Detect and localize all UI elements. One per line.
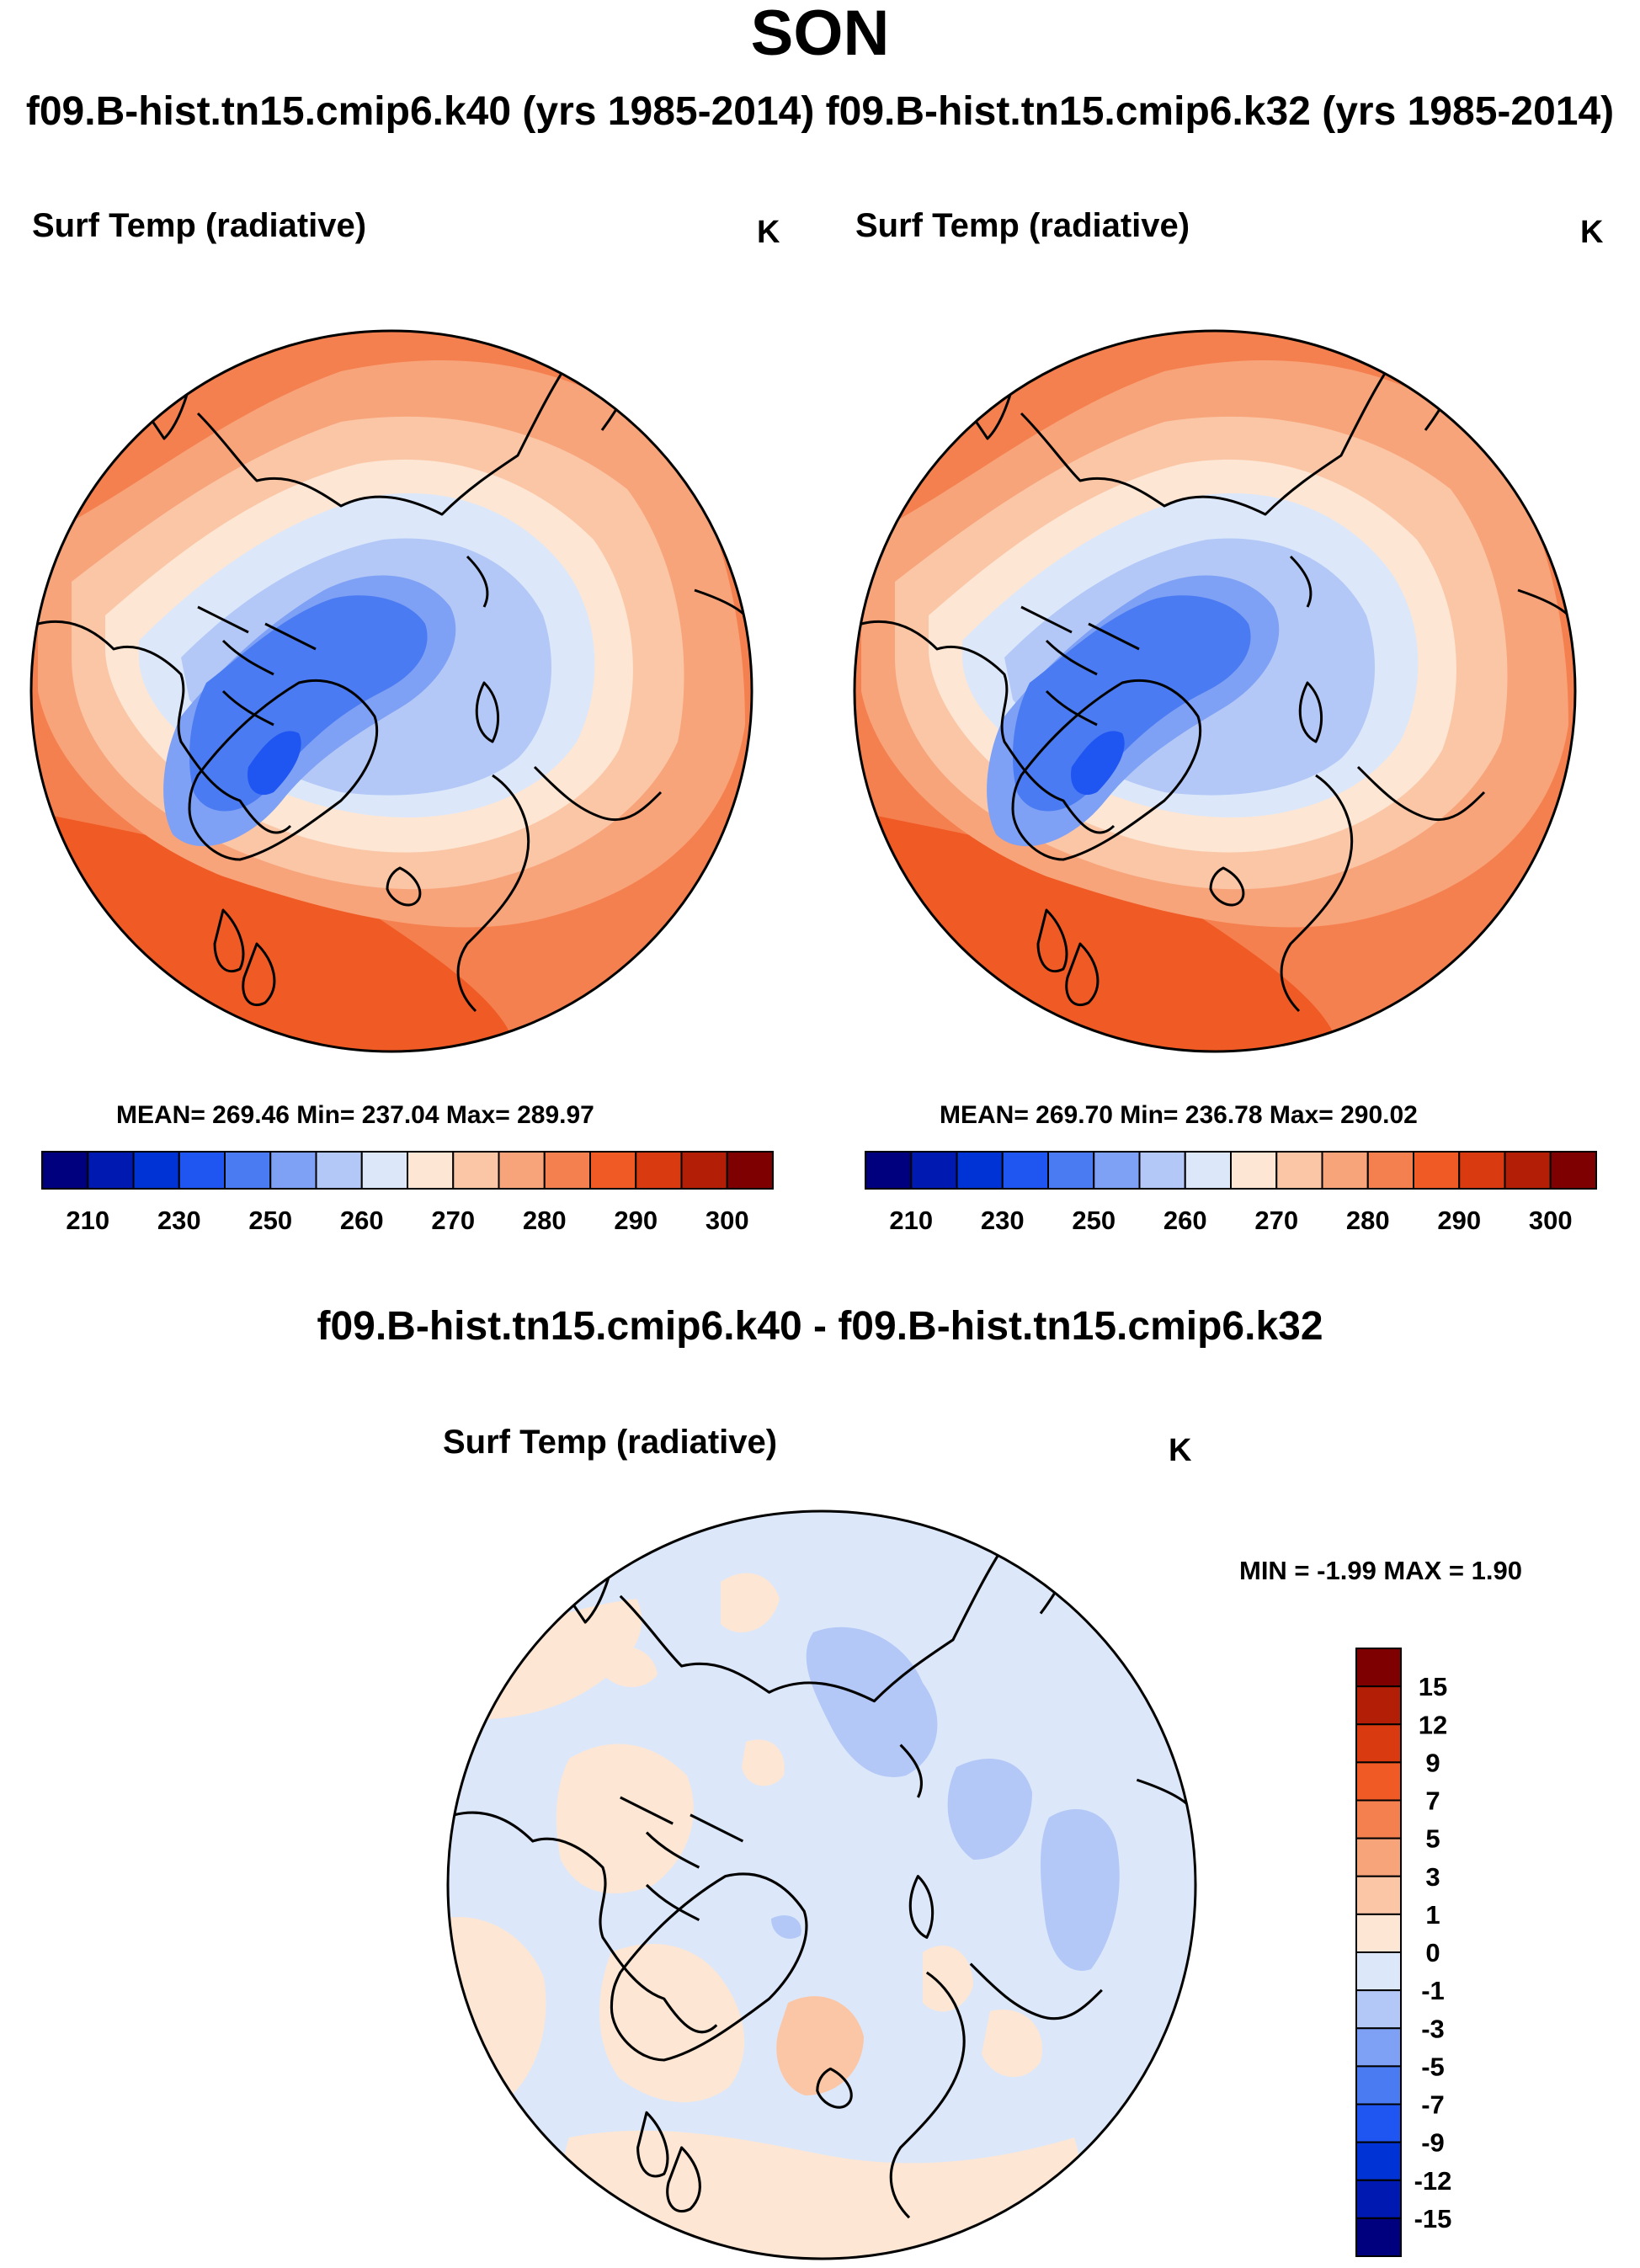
colorbar2-swatch (1549, 1151, 1597, 1190)
panel1-unit: K (757, 215, 780, 250)
colorbar3-swatch (1355, 1913, 1402, 1953)
colorbar3-tick-label: 5 (1425, 1824, 1440, 1854)
colorbar1-swatch (726, 1151, 774, 1190)
colorbar1-swatch (360, 1151, 408, 1190)
diff-map-title: Surf Temp (radiative) (443, 1424, 778, 1461)
colorbar2-tick-label: 300 (1529, 1206, 1573, 1235)
colorbar1-swatch (498, 1151, 546, 1190)
colorbar3-tick-label: -12 (1414, 2166, 1452, 2196)
map-panel-difference (446, 1509, 1197, 2260)
colorbar3-swatch (1355, 1761, 1402, 1802)
colorbar3-swatch (1355, 2065, 1402, 2106)
diff-unit: K (1169, 1433, 1192, 1468)
colorbar3-swatch (1355, 1837, 1402, 1877)
colorbar3-swatch (1355, 1875, 1402, 1915)
colorbar3-tick-label: -7 (1421, 2090, 1445, 2120)
colorbar2-swatch (956, 1151, 1004, 1190)
colorbar3-tick-label: 0 (1425, 1938, 1440, 1967)
colorbar2-swatch (1001, 1151, 1049, 1190)
colorbar2-swatch (1366, 1151, 1414, 1190)
colorbar3-swatch (1355, 1723, 1402, 1764)
colorbar1-swatch (589, 1151, 637, 1190)
diff-minmax: MIN = -1.99 MAX = 1.90 (1239, 1556, 1522, 1585)
colorbar3-tick-label: 15 (1419, 1672, 1447, 1701)
colorbar-panel-2: 210 230 250 260 270 280 290 300 (865, 1151, 1597, 1235)
colorbar2-tick-label: 260 (1163, 1206, 1207, 1235)
colorbar1-tick-label: 210 (66, 1206, 109, 1235)
colorbar-difference: 15 12 9 7 5 3 1 0 -1 -3 -5 -7 -9 -12 -15 (1355, 1648, 1452, 2257)
colorbar3-swatch (1355, 2027, 1402, 2068)
colorbar1-tick-label: 290 (614, 1206, 658, 1235)
colorbar2-swatch (1138, 1151, 1186, 1190)
colorbar3-tick-label: 1 (1425, 1900, 1440, 1930)
colorbar2-swatch (1093, 1151, 1141, 1190)
colorbar2-swatch (1184, 1151, 1232, 1190)
figure-subtitle: f09.B-hist.tn15.cmip6.k40 (yrs 1985-2014… (25, 89, 1615, 134)
colorbar3-tick-label: 9 (1425, 1748, 1440, 1777)
colorbar2-tick-label: 210 (889, 1206, 933, 1235)
colorbar1-swatch (407, 1151, 455, 1190)
colorbar1-tick-label: 230 (157, 1206, 201, 1235)
colorbar3-swatch (1355, 2141, 1402, 2181)
colorbar3-swatch (1355, 1685, 1402, 1726)
colorbar2-swatch (1321, 1151, 1369, 1190)
colorbar1-swatch (635, 1151, 683, 1190)
map-panel-1 (29, 329, 753, 1053)
colorbar2-swatch (1458, 1151, 1506, 1190)
colorbar2-tick-label: 250 (1072, 1206, 1116, 1235)
panel1-stats: MEAN= 269.46 Min= 237.04 Max= 289.97 (116, 1101, 594, 1129)
colorbar3-tick-label: -3 (1421, 2014, 1445, 2043)
colorbar3-tick-label: -1 (1421, 1976, 1445, 2005)
difference-heading: f09.B-hist.tn15.cmip6.k40 - f09.B-hist.t… (317, 1304, 1323, 1349)
colorbar2-tick-label: 270 (1254, 1206, 1298, 1235)
panel2-unit: K (1580, 215, 1604, 250)
colorbar1-swatch (452, 1151, 500, 1190)
colorbar3-swatch (1355, 1799, 1402, 1839)
colorbar2-swatch (865, 1151, 913, 1190)
colorbar3-swatch (1355, 1951, 1402, 1992)
colorbar3-swatch (1355, 2217, 1402, 2257)
figure-title: SON (750, 0, 890, 69)
colorbar1-swatch (269, 1151, 317, 1190)
panel2-stats: MEAN= 269.70 Min= 236.78 Max= 290.02 (940, 1101, 1418, 1129)
colorbar1-tick-label: 270 (431, 1206, 475, 1235)
colorbar3-tick-label: 7 (1425, 1786, 1440, 1816)
colorbar1-tick-label: 250 (248, 1206, 292, 1235)
colorbar3-tick-label: 12 (1419, 1710, 1447, 1739)
map-panel-2 (853, 329, 1577, 1053)
colorbar2-swatch (1230, 1151, 1278, 1190)
colorbar-panel-1: 210 230 250 260 270 280 290 300 (41, 1151, 774, 1235)
panel1-title: Surf Temp (radiative) (32, 207, 367, 244)
colorbar3-tick-label: -5 (1421, 2052, 1445, 2081)
colorbar1-tick-label: 280 (523, 1206, 567, 1235)
colorbar1-tick-label: 300 (706, 1206, 749, 1235)
colorbar1-swatch (87, 1151, 135, 1190)
colorbar2-swatch (1504, 1151, 1552, 1190)
colorbar1-swatch (178, 1151, 226, 1190)
colorbar1-swatch (315, 1151, 363, 1190)
colorbar1-swatch (543, 1151, 591, 1190)
colorbar3-swatch (1355, 1648, 1402, 1688)
colorbar2-swatch (1275, 1151, 1323, 1190)
colorbar2-swatch (1413, 1151, 1461, 1190)
panel2-title: Surf Temp (radiative) (855, 207, 1190, 244)
colorbar2-tick-label: 290 (1437, 1206, 1481, 1235)
colorbar1-tick-label: 260 (340, 1206, 384, 1235)
colorbar1-swatch (224, 1151, 272, 1190)
colorbar1-swatch (680, 1151, 728, 1190)
colorbar3-tick-label: 3 (1425, 1862, 1440, 1892)
colorbar2-tick-label: 230 (981, 1206, 1025, 1235)
colorbar2-tick-label: 280 (1346, 1206, 1390, 1235)
colorbar1-swatch (132, 1151, 180, 1190)
colorbar2-swatch (1047, 1151, 1095, 1190)
colorbar3-tick-label: -9 (1421, 2128, 1445, 2158)
colorbar1-swatch (41, 1151, 89, 1190)
colorbar2-swatch (910, 1151, 958, 1190)
colorbar3-tick-label: -15 (1414, 2204, 1452, 2233)
colorbar3-swatch (1355, 2103, 1402, 2143)
colorbar3-swatch (1355, 2179, 1402, 2219)
colorbar3-swatch (1355, 1989, 1402, 2030)
